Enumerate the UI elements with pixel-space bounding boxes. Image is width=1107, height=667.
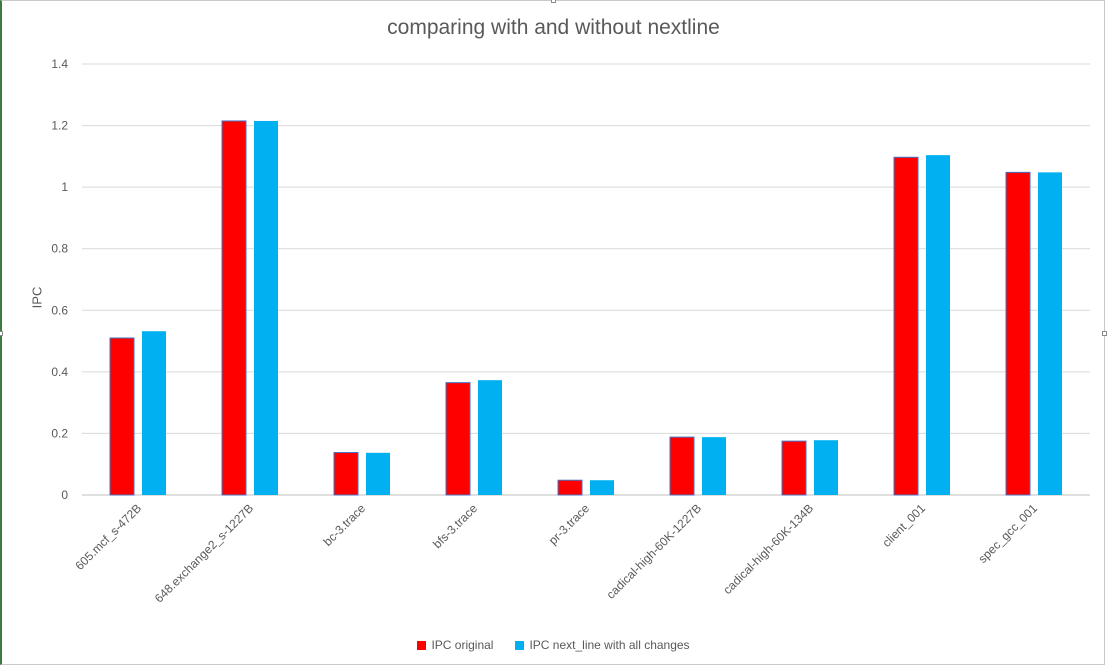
- legend-label-series-2: IPC next_line with all changes: [529, 638, 690, 652]
- legend-label-series-1: IPC original: [431, 638, 494, 652]
- x-tick-label: bfs-3.trace: [430, 501, 480, 551]
- bar-ipc-original: [333, 452, 359, 496]
- x-tick-label: spec_gcc_001: [975, 501, 1040, 566]
- bar-ipc-original: [893, 156, 919, 496]
- x-tick-label: 605.mcf_s-472B: [72, 501, 144, 573]
- legend: IPC original IPC next_line with all chan…: [0, 638, 1107, 652]
- bar-ipc-original: [109, 337, 135, 496]
- bar-ipc-original: [1005, 171, 1031, 496]
- bar-ipc-original: [557, 479, 583, 496]
- x-tick-label: pr-3.trace: [546, 501, 592, 547]
- bar-ipc-next-line: [366, 452, 390, 495]
- y-tick-label: 1: [61, 180, 68, 194]
- bar-ipc-next-line: [702, 437, 726, 495]
- bar-ipc-next-line: [142, 331, 166, 495]
- x-tick-label: bc-3.trace: [320, 501, 368, 549]
- y-tick-label: 1.2: [51, 119, 68, 133]
- y-tick-label: 0.4: [51, 365, 68, 379]
- y-tick-label: 0: [61, 488, 68, 502]
- y-tick-label: 0.6: [51, 303, 68, 317]
- x-tick-label: client_001: [880, 501, 929, 550]
- legend-entry-series-2: IPC next_line with all changes: [515, 638, 690, 652]
- legend-swatch-series-1: [417, 640, 427, 650]
- bar-ipc-next-line: [1038, 172, 1062, 495]
- bar-ipc-next-line: [254, 120, 278, 495]
- x-tick-label: cadical-high-60K-1227B: [604, 501, 704, 601]
- bar-ipc-original: [781, 440, 807, 496]
- bar-ipc-original: [669, 436, 695, 496]
- y-tick-label: 0.2: [51, 426, 68, 440]
- resize-handle-top-center[interactable]: [551, 0, 556, 3]
- chart-title: comparing with and without nextline: [387, 16, 720, 39]
- legend-entry-series-1: IPC original: [417, 638, 493, 652]
- bar-ipc-next-line: [814, 440, 838, 495]
- y-tick-label: 0.8: [51, 242, 68, 256]
- bar-ipc-original: [445, 382, 471, 496]
- bar-ipc-original: [221, 120, 247, 496]
- resize-handle-left-middle[interactable]: [0, 331, 3, 336]
- y-tick-label: 1.4: [51, 57, 68, 71]
- x-tick-label: cadical-high-60K-134B: [720, 501, 816, 597]
- bar-ipc-next-line: [926, 155, 950, 495]
- bar-ipc-next-line: [478, 380, 502, 495]
- x-tick-label: 648.exchange2_s-1227B: [152, 501, 256, 605]
- bar-ipc-next-line: [590, 480, 614, 495]
- legend-swatch-series-2: [515, 640, 525, 650]
